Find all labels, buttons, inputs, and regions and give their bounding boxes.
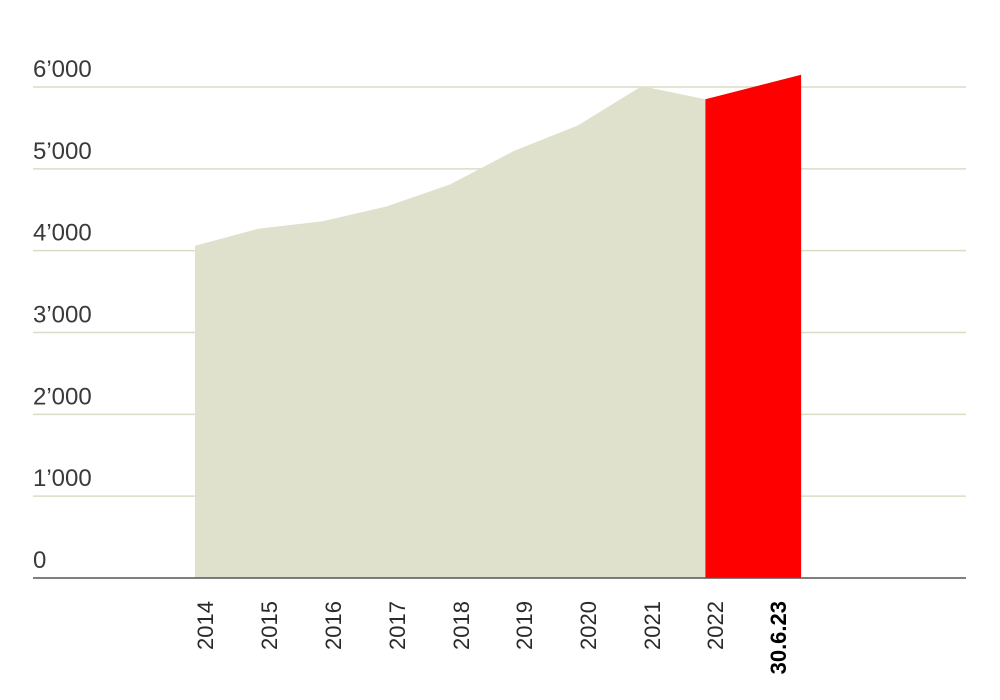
y-tick-label: 3’000 [33, 302, 92, 329]
x-tick-label: 2015 [257, 601, 282, 650]
y-tick-labels: 0 1’000 2’000 3’000 4’000 5’000 6’000 [33, 56, 92, 574]
area-series [195, 74, 802, 578]
y-tick-label: 0 [33, 547, 46, 574]
y-tick-label: 1’000 [33, 465, 92, 492]
y-tick-label: 5’000 [33, 138, 92, 165]
x-tick-label: 2018 [449, 601, 474, 650]
area-historical [195, 86, 706, 578]
x-tick-label: 2014 [193, 601, 218, 650]
y-tick-label: 2’000 [33, 383, 92, 410]
x-tick-labels: 2014 2015 2016 2017 2018 2019 2020 2021 2022 30.6… [193, 601, 791, 674]
x-tick-label: 2021 [640, 601, 665, 650]
y-tick-label: 4’000 [33, 220, 92, 247]
y-tick-label: 6’000 [33, 56, 92, 83]
x-tick-label: 2017 [385, 601, 410, 650]
area-highlight-30-6-23 [705, 74, 802, 578]
x-tick-label-highlight: 30.6.23 [766, 601, 791, 674]
x-tick-label: 2022 [703, 601, 728, 650]
x-tick-label: 2016 [321, 601, 346, 650]
x-tick-label: 2019 [512, 601, 537, 650]
x-tick-label: 2020 [576, 601, 601, 650]
